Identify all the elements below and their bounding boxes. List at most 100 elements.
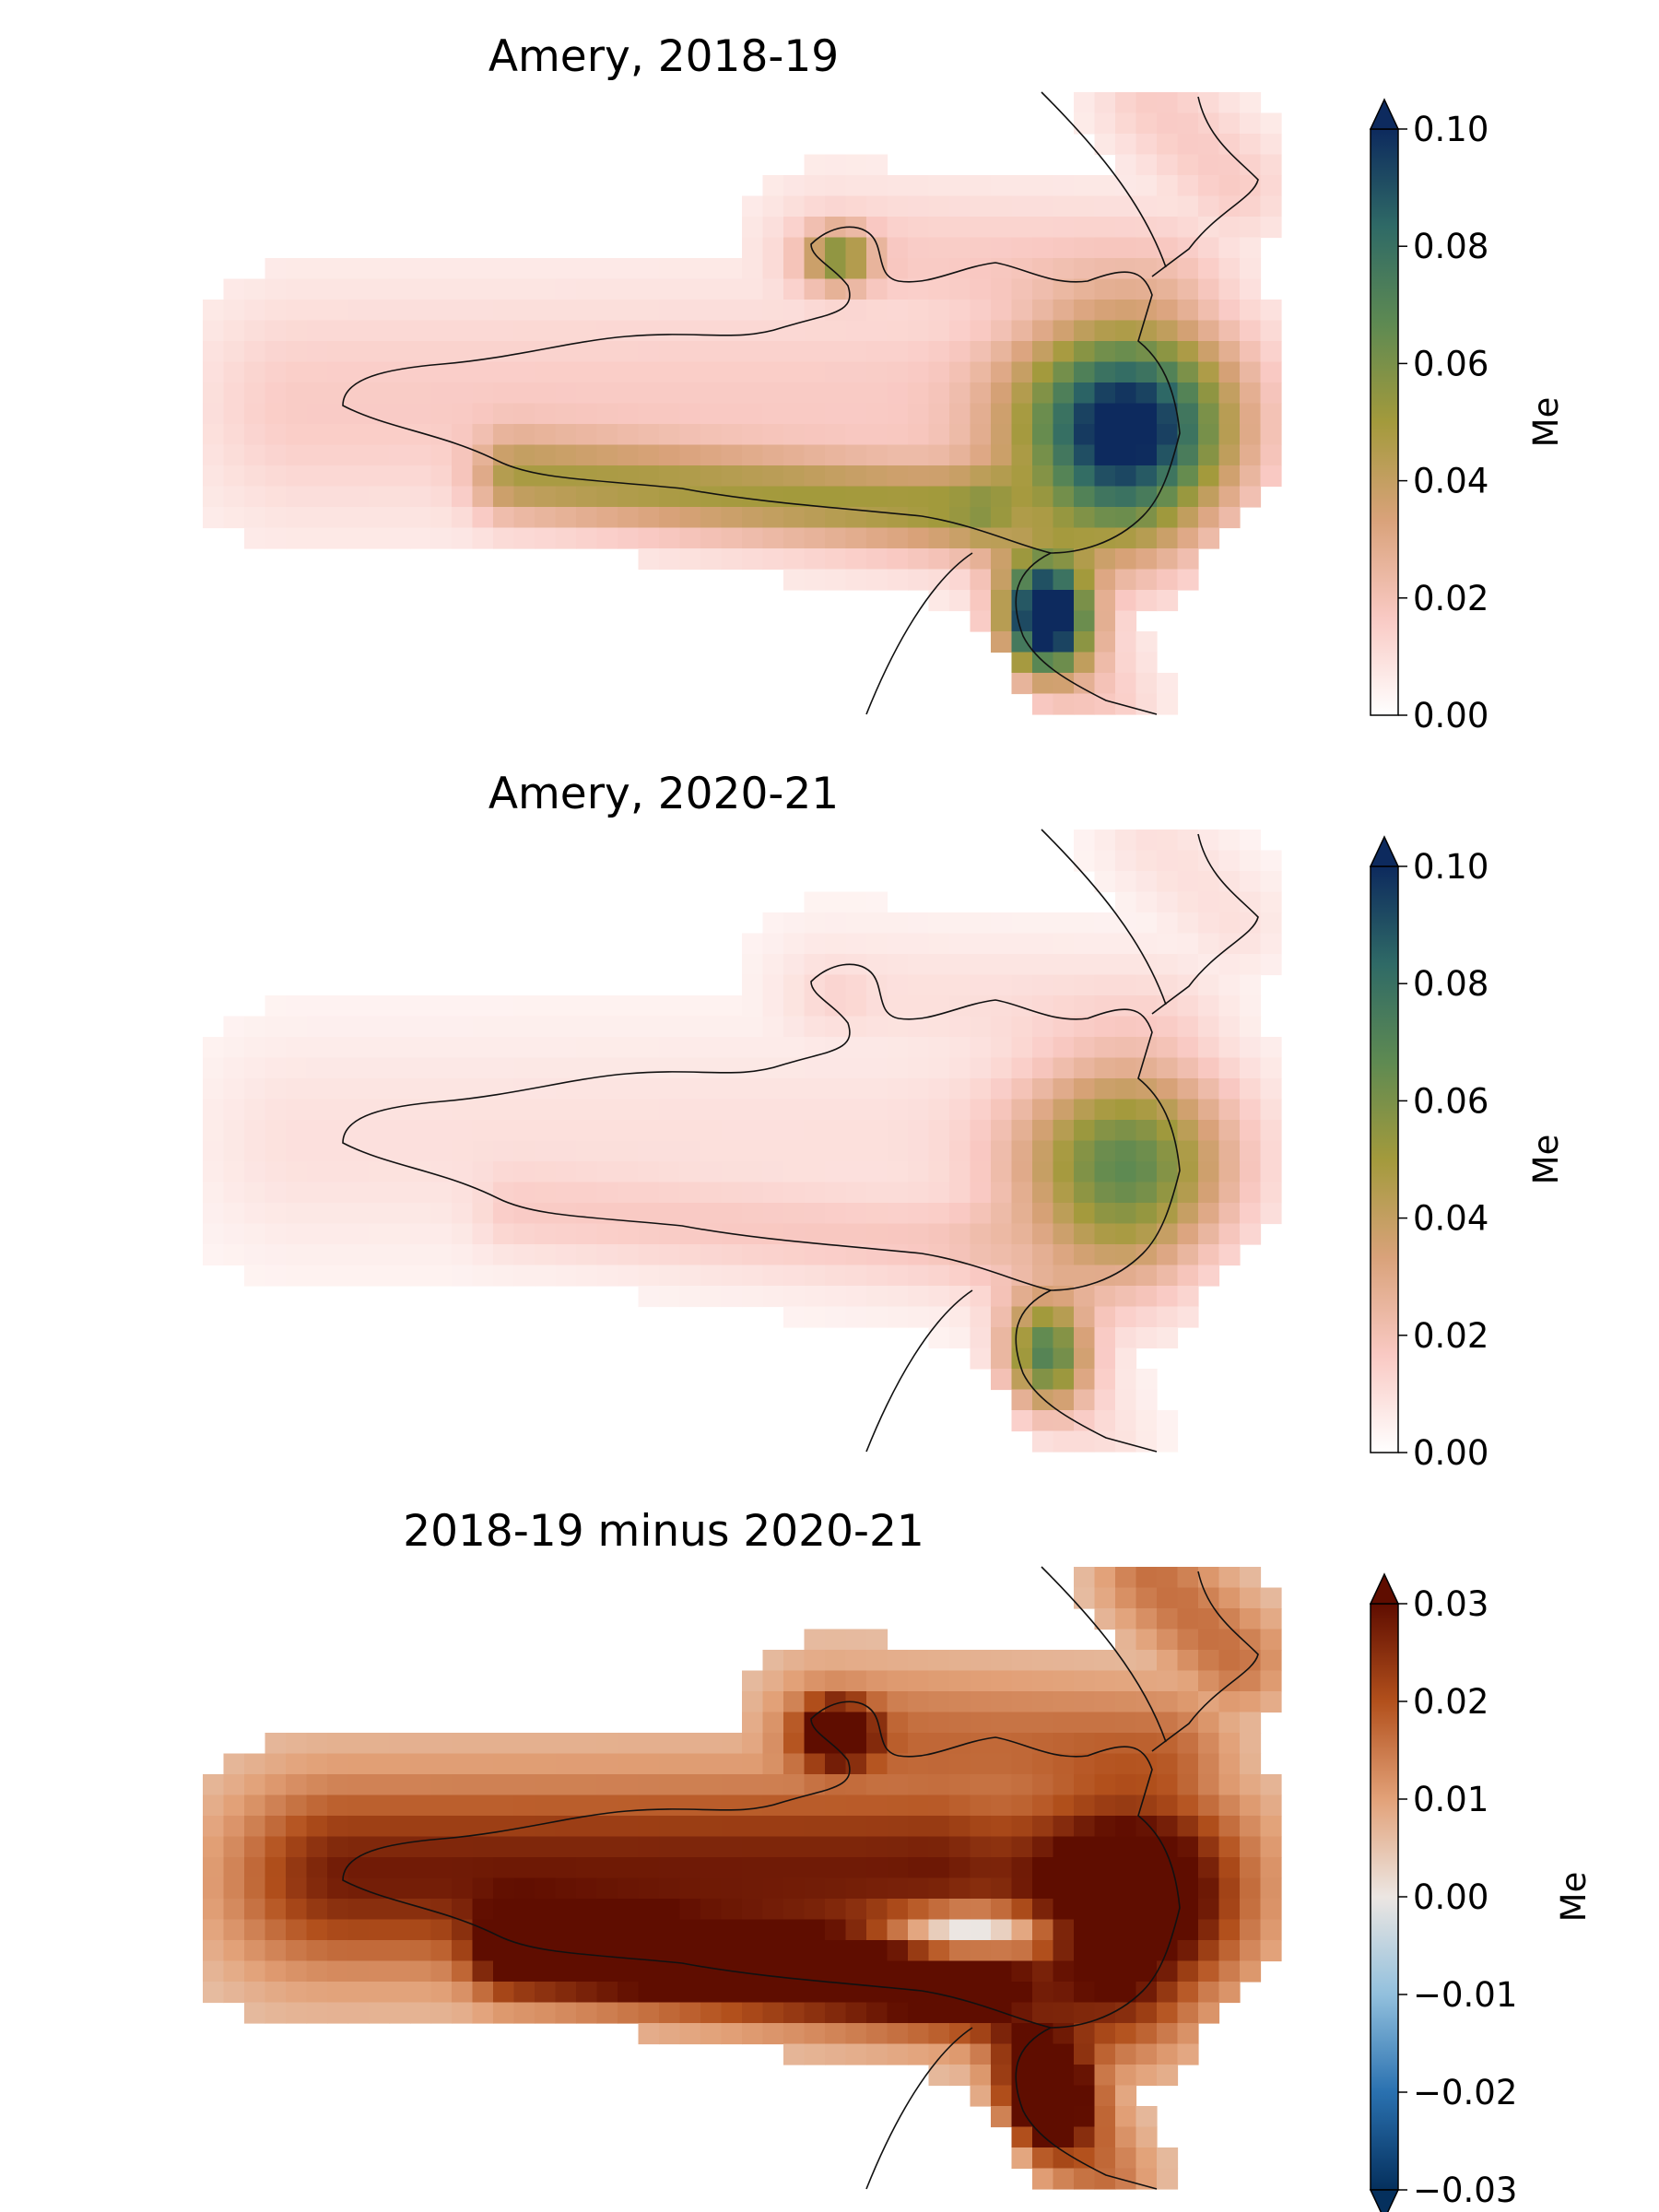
heatmap-cell	[1198, 1960, 1220, 1983]
heatmap-cell	[1260, 341, 1282, 363]
heatmap-cell	[286, 1774, 308, 1796]
colorbar-tick-label: 0.03	[1413, 1584, 1488, 1624]
heatmap-cell	[1157, 1016, 1179, 1038]
heatmap-cell	[679, 1203, 701, 1225]
heatmap-cell	[845, 2002, 867, 2024]
heatmap-cell	[887, 1670, 909, 1692]
heatmap-cell	[1260, 1629, 1282, 1651]
heatmap-cell	[1094, 1940, 1116, 1962]
heatmap-cell	[1240, 1857, 1262, 1879]
heatmap-cell	[1198, 92, 1220, 114]
heatmap-cell	[804, 403, 826, 425]
heatmap-cell	[928, 175, 950, 197]
heatmap-cell	[1094, 1078, 1116, 1100]
heatmap-cell	[327, 403, 349, 425]
heatmap-cell	[970, 1347, 992, 1370]
heatmap-cell	[866, 2023, 888, 2045]
heatmap-cells	[203, 1567, 1282, 2190]
heatmap-cell	[1094, 693, 1116, 715]
heatmap-cell	[244, 1057, 266, 1079]
heatmap-cell	[576, 1016, 598, 1038]
heatmap-cell	[783, 341, 806, 363]
heatmap-cell	[804, 933, 826, 955]
heatmap-cell	[1177, 569, 1199, 591]
heatmap-cell	[845, 1940, 867, 1962]
heatmap-cell	[369, 1016, 391, 1038]
heatmap-cell	[1218, 382, 1241, 405]
heatmap-cell	[1053, 300, 1075, 322]
heatmap-cell	[306, 1919, 328, 1941]
heatmap-cell	[1177, 424, 1199, 446]
colorbar-tick-label: 0.02	[1413, 1316, 1488, 1356]
heatmap-cell	[1135, 1016, 1158, 1038]
heatmap-cell	[410, 444, 432, 466]
heatmap-cell	[742, 1733, 764, 1755]
heatmap-cell	[887, 527, 909, 549]
heatmap-cell	[783, 1857, 806, 1879]
heatmap-cell	[845, 891, 867, 913]
heatmap-cell	[389, 341, 411, 363]
heatmap-cell	[1011, 1753, 1033, 1775]
colorbar-label: Me	[1526, 397, 1566, 448]
heatmap-cell	[596, 382, 618, 405]
heatmap-cell	[244, 1982, 266, 2004]
heatmap-cell	[369, 320, 391, 342]
heatmap-cell	[866, 1650, 888, 1672]
colorbar-tick-label: 0.04	[1413, 1199, 1488, 1239]
heatmap-cell	[618, 1120, 640, 1142]
heatmap-cell	[1032, 1877, 1054, 1900]
heatmap-cell	[825, 933, 847, 955]
heatmap-cell	[887, 300, 909, 322]
heatmap-cell	[1053, 1182, 1075, 1204]
heatmap-cell	[721, 320, 743, 342]
heatmap-cell	[659, 1877, 681, 1900]
heatmap-cell	[887, 1161, 909, 1183]
heatmap-cell	[1260, 1670, 1282, 1692]
heatmap-cell	[991, 1161, 1013, 1183]
heatmap-cell	[991, 1078, 1013, 1100]
heatmap-cell	[638, 1877, 660, 1900]
heatmap-cell	[472, 1753, 494, 1775]
heatmap-cell	[327, 1078, 349, 1100]
heatmap-cell	[1011, 1078, 1033, 1100]
heatmap-cell	[1011, 278, 1033, 300]
heatmap-cell	[845, 1794, 867, 1817]
heatmap-cell	[825, 278, 847, 300]
heatmap-cell	[1198, 1940, 1220, 1962]
heatmap-cell	[286, 1203, 308, 1225]
heatmap-cell	[1218, 1670, 1241, 1692]
heatmap-cell	[306, 444, 328, 466]
heatmap-cell	[265, 1982, 287, 2004]
heatmap-cell	[1218, 1794, 1241, 1817]
heatmap-cell	[804, 2002, 826, 2024]
heatmap-cell	[949, 1120, 971, 1142]
heatmap-cell	[1053, 361, 1075, 383]
heatmap-cell	[1240, 1733, 1262, 1755]
heatmap-cell	[1053, 1836, 1075, 1858]
heatmap-cell	[804, 154, 826, 176]
heatmap-cell	[659, 507, 681, 529]
heatmap-cell	[991, 1691, 1013, 1713]
heatmap-cell	[721, 1016, 743, 1038]
heatmap-cell	[783, 1733, 806, 1755]
heatmap-cell	[1115, 1203, 1137, 1225]
heatmap-cell	[286, 1733, 308, 1755]
heatmap-cell	[244, 320, 266, 342]
heatmap-cell	[1094, 112, 1116, 135]
heatmap-cell	[327, 320, 349, 342]
heatmap-cell	[1135, 1389, 1158, 1411]
heatmap-cell	[244, 1816, 266, 1838]
heatmap-cell	[783, 1244, 806, 1266]
heatmap-cell	[347, 1877, 370, 1900]
heatmap-cell	[1074, 1567, 1096, 1589]
heatmap-cell	[1053, 1670, 1075, 1692]
heatmap-cell	[1115, 1629, 1137, 1651]
heatmap-cell	[845, 1982, 867, 2004]
heatmap-cell	[1053, 195, 1075, 218]
heatmap-cell	[1115, 1567, 1137, 1589]
coastline-outline	[342, 829, 1259, 1453]
heatmap-cell	[1218, 1753, 1241, 1775]
heatmap-cell	[1011, 1369, 1033, 1391]
heatmap-cell	[327, 2002, 349, 2024]
heatmap-cell	[949, 1306, 971, 1328]
